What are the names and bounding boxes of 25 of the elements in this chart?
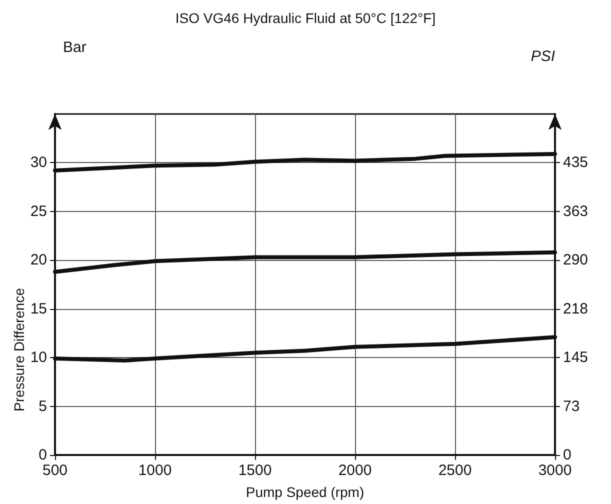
x-tick-label: 1000: [138, 462, 172, 479]
x-axis-title: Pump Speed (rpm): [246, 484, 364, 500]
y2-tick-label: 218: [563, 300, 588, 318]
y-tick-label: 25: [30, 202, 47, 220]
y-tick-label: 15: [30, 300, 47, 318]
x-tick-label: 1500: [238, 462, 272, 479]
text: Bar: [63, 39, 86, 56]
y2-tick-label: 0: [563, 446, 572, 464]
y2-tick-label: 290: [563, 252, 588, 269]
x-tick-label: 500: [42, 462, 68, 479]
x-tick-label: 2500: [438, 462, 472, 479]
y-tick-label: 30: [30, 154, 47, 172]
y2-tick-label: 435: [563, 154, 588, 172]
y2-tick-label: 363: [563, 202, 588, 220]
y-tick-label: 0: [38, 446, 47, 464]
y-tick-label: 10: [30, 349, 47, 366]
y2-tick-label: 145: [563, 349, 588, 366]
x-tick-label: 3000: [538, 462, 572, 479]
y2-tick-label: 73: [563, 398, 580, 415]
y-axis-title: Pressure Difference: [11, 288, 27, 412]
x-tick-label: 2000: [338, 462, 372, 479]
y-tick-label: 5: [38, 398, 47, 415]
chart-title: ISO VG46 Hydraulic Fluid at 50°C [122°F]: [175, 10, 436, 26]
y2-axis-title: PSI: [530, 48, 555, 65]
y-tick-label: 20: [30, 252, 47, 269]
